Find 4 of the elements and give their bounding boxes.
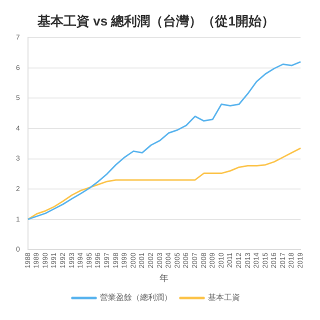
legend-label: 基本工資 [208, 293, 240, 302]
legend-label: 營業盈餘（總利潤） [100, 293, 172, 302]
chart-title: 基本工資 vs 總利潤（台灣）（從1開始） [36, 13, 274, 28]
x-axis-title: 年 [160, 273, 169, 284]
